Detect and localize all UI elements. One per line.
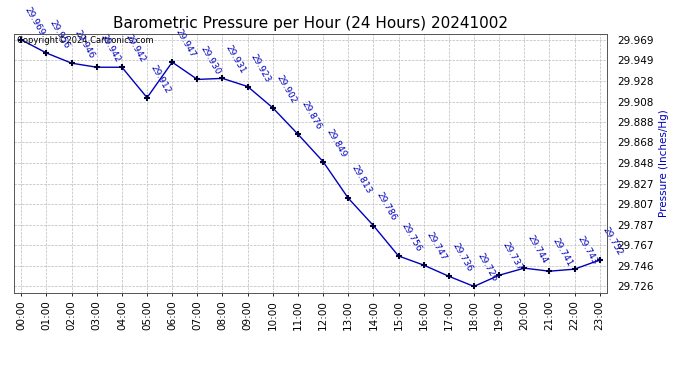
Text: Copyright©2024 Cartronics.com: Copyright©2024 Cartronics.com <box>17 36 153 45</box>
Text: 29.736: 29.736 <box>450 242 474 273</box>
Text: 29.741: 29.741 <box>551 237 574 268</box>
Title: Barometric Pressure per Hour (24 Hours) 20241002: Barometric Pressure per Hour (24 Hours) … <box>113 16 508 31</box>
Text: 29.813: 29.813 <box>350 164 373 195</box>
Text: 29.956: 29.956 <box>48 18 72 50</box>
Text: 29.752: 29.752 <box>601 226 624 257</box>
Text: 29.942: 29.942 <box>124 33 147 64</box>
Text: 29.942: 29.942 <box>98 33 121 64</box>
Text: 29.737: 29.737 <box>500 241 524 273</box>
Y-axis label: Pressure (Inches/Hg): Pressure (Inches/Hg) <box>659 109 669 217</box>
Text: 29.743: 29.743 <box>576 235 600 266</box>
Text: 29.912: 29.912 <box>148 63 172 95</box>
Text: 29.756: 29.756 <box>400 221 424 253</box>
Text: 29.930: 29.930 <box>199 45 222 76</box>
Text: 29.726: 29.726 <box>475 252 499 284</box>
Text: 29.969: 29.969 <box>23 5 46 37</box>
Text: 29.747: 29.747 <box>425 231 449 262</box>
Text: 29.849: 29.849 <box>324 127 348 159</box>
Text: 29.947: 29.947 <box>174 28 197 59</box>
Text: 29.902: 29.902 <box>274 74 297 105</box>
Text: 29.923: 29.923 <box>249 52 273 84</box>
Text: 29.931: 29.931 <box>224 44 248 76</box>
Text: 29.786: 29.786 <box>375 191 398 223</box>
Text: 29.744: 29.744 <box>526 234 549 266</box>
Text: 29.946: 29.946 <box>73 29 97 60</box>
Text: 29.876: 29.876 <box>299 100 323 131</box>
